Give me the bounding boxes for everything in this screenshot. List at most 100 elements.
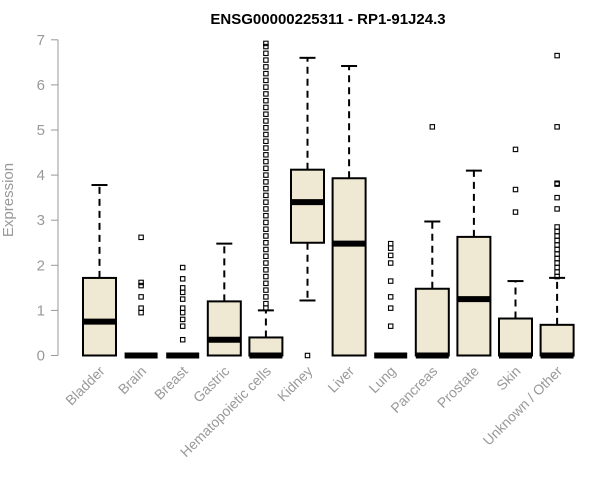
outlier-point [387,294,394,300]
y-tick-label: 0 [37,348,45,365]
outlier-point [554,233,560,239]
outlier-point [179,285,186,291]
outlier-point [554,242,560,248]
x-tick-label: Brain [115,363,149,397]
outlier-point [263,57,269,63]
x-tick-label: Unknown / Other [480,363,566,449]
outlier-point [263,300,269,307]
outlier-point [179,289,186,296]
box-iqr [539,323,575,357]
outlier-point [263,260,269,266]
outlier-point [263,124,269,131]
outlier-point [387,323,394,329]
x-tick-label: Liver [324,363,357,396]
outlier-point [263,240,269,246]
outlier-point [263,138,269,145]
outlier-point [263,233,269,239]
box-group [206,242,242,357]
outlier-point [138,279,144,286]
outlier-point [179,336,186,343]
outlier-point [179,296,186,302]
y-axis: 0 1 2 3 4 5 6 7 [37,32,59,365]
outlier-point [263,165,269,172]
outlier-point [263,84,269,90]
outlier-point [179,316,186,323]
y-tick-label: 5 [37,122,45,139]
outlier-point [554,260,560,266]
box-group [456,169,492,357]
boxes-layer [82,40,575,359]
outlier-point [179,323,186,329]
box-iqr [414,287,450,357]
box-group [290,56,325,359]
outlier-point [263,267,269,273]
outlier-point [263,50,269,57]
outlier-point [263,40,269,47]
box-iqr [331,177,367,357]
box-group [124,234,158,359]
x-tick-label: Kidney [274,363,316,405]
outlier-point [138,234,144,241]
outlier-point [263,64,269,70]
box-iqr [498,317,533,357]
outlier-point [387,252,394,259]
outlier-point [138,294,144,300]
outlier-point [512,209,519,215]
outlier-point [263,131,269,138]
outlier-point [554,194,560,201]
y-tick-label: 6 [37,77,45,94]
x-tick-label: Breast [151,363,191,403]
outlier-point [138,309,144,316]
outlier-point [387,240,394,247]
outlier-point [263,77,269,84]
outlier-point [429,124,436,130]
outlier-point [138,305,144,311]
outlier-point [179,276,186,282]
box-iqr [206,300,242,357]
outlier-point [263,185,269,192]
outlier-point [554,251,560,257]
outlier-point [263,97,269,104]
box-group [414,124,450,359]
x-tick-label: Prostate [434,363,482,411]
x-tick-label: Lung [365,363,398,396]
outlier-point [554,246,560,253]
outlier-point [263,212,269,219]
outlier-point [263,111,269,117]
box-group [166,264,200,359]
outlier-point [554,264,560,271]
outlier-point [263,91,269,97]
outlier-point [387,260,394,266]
outlier-point [263,145,269,151]
outlier-point [554,269,560,275]
outlier-point [554,224,560,230]
outlier-point [263,179,269,185]
outlier-point [263,226,269,232]
outlier-point [263,192,269,199]
outlier-point [179,264,186,271]
y-tick-label: 1 [37,302,45,319]
outlier-point [179,305,186,311]
outlier-point [263,273,269,280]
y-tick-label: 4 [37,167,45,184]
outlier-point [263,43,269,50]
outlier-point [554,237,560,244]
chart-title: ENSG00000225311 - RP1-91J24.3 [210,11,445,28]
box-group [498,146,533,359]
outlier-point [263,104,269,111]
outlier-point [512,146,519,153]
outlier-point [263,158,269,165]
outlier-point [263,70,269,77]
outlier-point [554,228,560,235]
outlier-point [263,287,269,293]
y-tick-label: 7 [37,32,45,49]
outlier-point [179,309,186,316]
outlier-point [263,206,269,212]
outlier-point [387,245,394,251]
outlier-point [263,294,269,300]
outlier-point [554,52,560,59]
outlier-point [263,118,269,124]
outlier-point [263,152,269,158]
